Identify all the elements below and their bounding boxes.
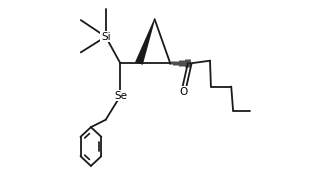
Text: Si: Si	[101, 32, 110, 42]
Text: O: O	[179, 87, 187, 97]
Polygon shape	[135, 19, 155, 65]
Text: Se: Se	[114, 91, 127, 101]
